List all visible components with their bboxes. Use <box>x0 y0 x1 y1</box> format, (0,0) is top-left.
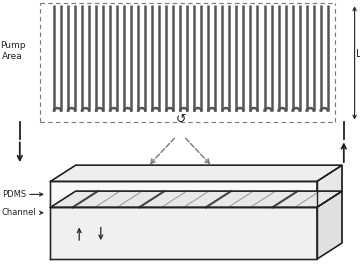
Polygon shape <box>317 165 342 207</box>
Polygon shape <box>50 207 317 259</box>
Text: Pump
Area: Pump Area <box>0 41 25 61</box>
Polygon shape <box>50 165 342 181</box>
Polygon shape <box>50 181 317 207</box>
Polygon shape <box>317 191 342 259</box>
Text: $\circlearrowleft$: $\circlearrowleft$ <box>173 113 187 126</box>
Text: PDMS: PDMS <box>2 190 26 199</box>
Text: L: L <box>356 49 360 59</box>
Text: Channel: Channel <box>2 208 37 217</box>
Polygon shape <box>50 191 342 207</box>
